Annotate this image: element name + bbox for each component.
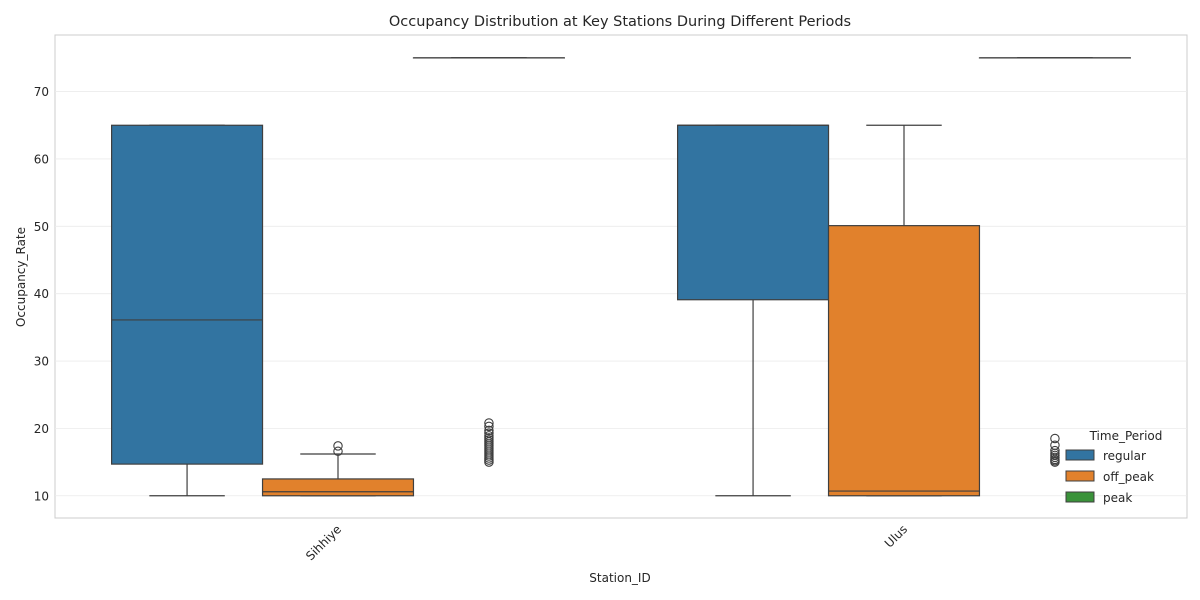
- outlier-point: [484, 425, 494, 436]
- box-peak-Ulus: [978, 57, 1132, 467]
- iqr-box: [261, 478, 415, 497]
- x-tick-label: Sihhiye: [303, 522, 344, 563]
- box-off_peak-Sihhiye: [261, 441, 415, 497]
- outlier-point: [484, 431, 494, 441]
- iqr-box: [827, 225, 981, 497]
- outlier-point: [333, 446, 343, 457]
- legend-label-peak: peak: [1103, 491, 1132, 505]
- y-tick-label: 30: [34, 355, 49, 369]
- box-peak-Sihhiye: [412, 57, 566, 467]
- x-tick-label: Ulus: [882, 522, 910, 550]
- outlier-point: [1050, 440, 1060, 450]
- outlier-point: [333, 441, 343, 451]
- y-axis-label: Occupancy_Rate: [14, 227, 28, 327]
- legend-title: Time_Period: [1089, 429, 1163, 443]
- box-regular-Sihhiye: [110, 124, 264, 497]
- legend-swatch-peak: [1065, 491, 1095, 503]
- legend-swatch-off_peak: [1065, 470, 1095, 482]
- chart-title: Occupancy Distribution at Key Stations D…: [389, 14, 851, 30]
- box-off_peak-Ulus: [827, 124, 981, 497]
- outlier-point: [1050, 445, 1060, 456]
- outlier-point: [484, 428, 494, 438]
- x-axis-label: Station_ID: [589, 571, 650, 585]
- legend-label-regular: regular: [1103, 449, 1146, 463]
- outlier-point: [484, 421, 494, 432]
- y-tick-label: 10: [34, 489, 49, 503]
- iqr-box: [676, 124, 830, 301]
- y-tick-label: 50: [34, 220, 49, 234]
- box-regular-Ulus: [676, 124, 830, 497]
- y-tick-label: 60: [34, 152, 49, 166]
- legend-label-off_peak: off_peak: [1103, 470, 1154, 484]
- outlier-point: [484, 418, 494, 428]
- y-tick-label: 70: [34, 85, 49, 99]
- legend-swatch-regular: [1065, 449, 1095, 461]
- iqr-box: [110, 124, 264, 465]
- y-tick-label: 40: [34, 287, 49, 301]
- y-tick-label: 20: [34, 422, 49, 436]
- outlier-point: [1050, 433, 1060, 444]
